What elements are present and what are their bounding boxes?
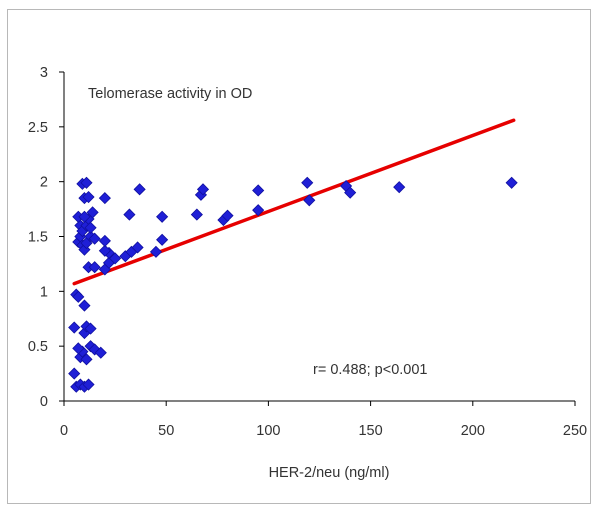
- x-tick-label: 250: [563, 423, 587, 439]
- data-point: [123, 208, 136, 221]
- y-tick-label: 1.5: [28, 230, 48, 246]
- data-point: [72, 290, 85, 303]
- data-point: [505, 176, 518, 189]
- data-point: [82, 190, 95, 204]
- y-tick-label: 0.5: [28, 339, 48, 355]
- x-tick-label: 0: [60, 423, 68, 439]
- data-point: [190, 208, 203, 221]
- data-point: [301, 176, 314, 189]
- data-point: [149, 245, 163, 258]
- data-point: [252, 184, 265, 197]
- y-tick-label: 2.5: [28, 120, 48, 136]
- y-tick-label: 0: [40, 394, 48, 410]
- data-point: [98, 234, 111, 247]
- axes: 0 0.5 1 1.5 2 2.5 3 0 50 100 150 200 250: [28, 65, 587, 439]
- data-point: [133, 183, 146, 196]
- x-tick-label: 150: [358, 423, 382, 439]
- scatter-plot: 0 0.5 1 1.5 2 2.5 3 0 50 100 150 200 250 Telomerase …: [28, 65, 587, 481]
- data-point: [303, 194, 316, 207]
- data-point: [86, 206, 99, 219]
- y-tick-label: 1: [40, 284, 48, 300]
- chart-frame: 0 0.5 1 1.5 2 2.5 3 0 50 100 150 200 250 Telomerase …: [7, 9, 591, 504]
- x-tick-label: 50: [158, 423, 174, 439]
- data-point: [78, 210, 91, 223]
- x-axis-label: HER-2/neu (ng/ml): [269, 465, 390, 481]
- data-point: [80, 176, 93, 189]
- data-point: [98, 192, 111, 205]
- data-point: [196, 183, 210, 196]
- inset-label: Telomerase activity in OD: [88, 86, 252, 102]
- data-point: [68, 367, 81, 380]
- data-point: [109, 252, 122, 265]
- correlation-annotation: r= 0.488; p<0.001: [313, 362, 428, 378]
- data-point: [80, 353, 93, 366]
- data-point: [252, 204, 265, 217]
- data-point: [68, 321, 81, 334]
- x-tick-label: 200: [461, 423, 485, 439]
- data-point: [84, 221, 97, 234]
- data-points: [68, 176, 518, 393]
- data-point: [131, 241, 144, 254]
- data-point: [78, 299, 91, 312]
- data-point: [88, 232, 101, 245]
- data-point: [88, 261, 101, 274]
- y-tick-label: 2: [40, 175, 48, 191]
- data-point: [344, 186, 357, 199]
- trendline: [72, 118, 516, 286]
- data-point: [72, 342, 85, 355]
- data-point: [156, 210, 169, 223]
- trendline-group: [72, 118, 516, 286]
- y-tick-label: 3: [40, 65, 48, 81]
- data-point: [221, 209, 234, 222]
- data-point: [94, 346, 107, 359]
- data-point: [393, 181, 406, 194]
- data-point: [98, 244, 111, 257]
- data-point: [84, 322, 97, 335]
- x-tick-label: 100: [256, 423, 280, 439]
- data-point: [156, 233, 169, 246]
- data-point: [82, 378, 95, 391]
